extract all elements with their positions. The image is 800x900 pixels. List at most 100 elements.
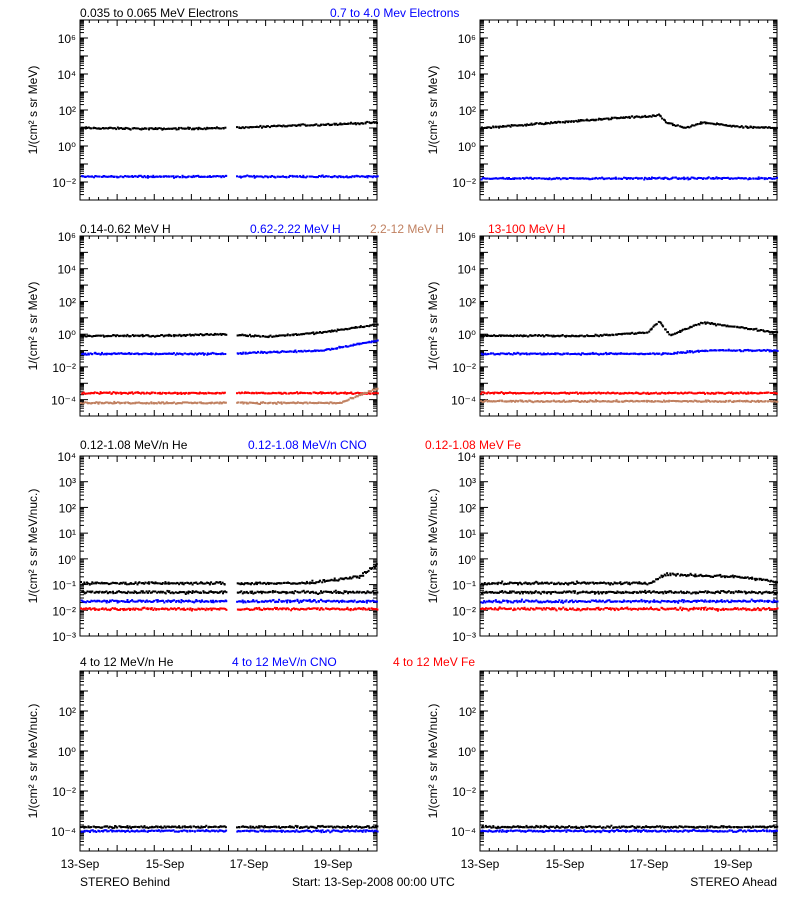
data-point <box>571 400 573 402</box>
data-point <box>273 350 276 353</box>
data-point <box>513 352 515 355</box>
data-point <box>529 352 532 355</box>
data-point <box>553 400 556 403</box>
data-point <box>124 175 127 177</box>
data-point <box>247 402 250 405</box>
data-point <box>678 392 681 395</box>
data-point <box>349 590 351 593</box>
y-tick-label: 10⁴ <box>57 68 76 82</box>
data-point <box>763 126 766 129</box>
data-point <box>296 175 299 178</box>
data-point <box>129 128 132 131</box>
data-point <box>593 400 596 403</box>
data-point <box>291 175 294 178</box>
data-point <box>85 175 87 178</box>
data-point <box>520 334 523 337</box>
data-point <box>696 177 699 180</box>
data-point <box>590 335 592 337</box>
data-point <box>221 333 224 335</box>
data-point <box>621 352 624 355</box>
data-point <box>270 392 273 395</box>
data-point <box>158 335 161 337</box>
data-point <box>238 127 241 129</box>
data-point <box>684 400 687 403</box>
data-point <box>674 352 677 355</box>
data-point <box>659 392 662 395</box>
data-point <box>114 335 117 338</box>
data-point <box>703 121 706 124</box>
data-point <box>333 329 336 332</box>
data-point <box>757 176 760 179</box>
data-point <box>206 352 209 355</box>
data-point <box>776 350 779 352</box>
data-point <box>633 333 636 335</box>
data-point <box>766 177 769 180</box>
data-point <box>223 600 226 603</box>
data-point <box>268 335 271 338</box>
data-point <box>145 590 148 593</box>
data-point <box>334 589 337 592</box>
data-point <box>111 352 113 355</box>
data-point <box>221 401 224 404</box>
data-point <box>126 608 128 611</box>
data-point <box>148 127 151 130</box>
data-point <box>365 571 367 574</box>
data-point <box>769 349 772 352</box>
data-point <box>740 125 743 128</box>
data-point <box>374 591 377 594</box>
data-point <box>124 608 127 611</box>
data-point <box>188 333 191 336</box>
data-point <box>113 400 116 403</box>
data-point <box>512 124 515 127</box>
data-point <box>641 115 644 118</box>
data-point <box>362 122 365 125</box>
data-point <box>161 590 164 593</box>
data-point <box>335 579 338 582</box>
data-point <box>268 608 271 611</box>
data-point <box>671 176 674 179</box>
data-point <box>562 121 564 124</box>
data-point <box>271 391 274 394</box>
data-point <box>181 174 184 177</box>
data-point <box>283 581 286 584</box>
data-point <box>98 175 101 178</box>
data-point <box>81 590 84 593</box>
data-point <box>142 402 145 405</box>
data-point <box>698 400 701 403</box>
data-point <box>273 124 276 127</box>
data-point <box>739 326 742 329</box>
data-point <box>173 176 175 179</box>
data-point <box>568 392 571 395</box>
data-point <box>119 608 122 610</box>
data-point <box>684 177 687 180</box>
data-point <box>574 400 577 403</box>
data-point <box>611 400 614 403</box>
data-point <box>567 120 570 123</box>
data-point <box>92 335 95 337</box>
data-point <box>361 393 364 396</box>
data-point <box>308 332 311 335</box>
data-point <box>210 352 213 355</box>
data-point <box>264 402 267 405</box>
data-point <box>640 352 643 355</box>
data-point <box>544 122 546 125</box>
data-point <box>102 175 105 177</box>
data-point <box>249 590 252 593</box>
data-point <box>525 124 528 127</box>
data-point <box>281 590 284 593</box>
data-point <box>269 401 272 404</box>
data-point <box>176 391 179 394</box>
data-point <box>111 392 114 395</box>
data-point <box>201 608 204 611</box>
data-point <box>116 176 119 179</box>
data-point <box>306 350 309 352</box>
data-point <box>151 176 154 179</box>
data-point <box>221 391 224 394</box>
data-point <box>173 599 176 602</box>
data-point <box>180 393 183 395</box>
data-point <box>725 392 728 395</box>
data-point <box>721 123 724 126</box>
data-point <box>213 392 216 395</box>
data-point <box>86 600 89 603</box>
data-point <box>247 582 250 585</box>
